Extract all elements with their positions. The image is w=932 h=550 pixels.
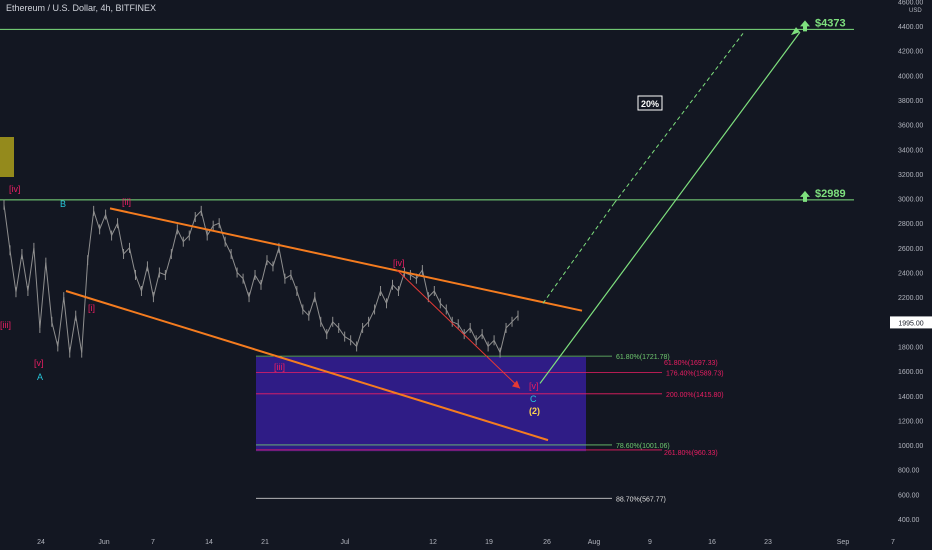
red-arrow-head xyxy=(512,380,520,389)
x-tick-label: Jun xyxy=(98,539,109,546)
y-tick-label: 4000.00 xyxy=(898,73,923,80)
y-tick-label: 1800.00 xyxy=(898,344,923,351)
y-tick-label: 800.00 xyxy=(898,468,920,475)
wave-label: [v] xyxy=(529,381,539,391)
projection-solid xyxy=(539,31,801,384)
x-tick-label: 26 xyxy=(543,539,551,546)
y-unit-label: USD xyxy=(909,8,922,14)
y-tick-label: 2400.00 xyxy=(898,271,923,278)
y-tick-label: 600.00 xyxy=(898,492,920,499)
wave-label: [ii] xyxy=(122,197,131,207)
y-tick-label: 1200.00 xyxy=(898,418,923,425)
wave-label: [iii] xyxy=(274,362,285,372)
y-tick-label: 3800.00 xyxy=(898,98,923,105)
x-tick-label: Aug xyxy=(588,539,601,546)
wave-label: (2) xyxy=(529,406,540,416)
x-tick-label: Sep xyxy=(837,539,850,546)
target-label: $2989 xyxy=(815,188,846,200)
channel-upper xyxy=(109,207,583,312)
y-tick-label: 3000.00 xyxy=(898,197,923,204)
wave-label: [i] xyxy=(88,303,95,313)
fib-label: 176.40%(1589.73) xyxy=(666,370,724,377)
y-tick-label: 2200.00 xyxy=(898,295,923,302)
target-up-icon xyxy=(800,20,810,32)
y-tick-label: 2600.00 xyxy=(898,246,923,253)
y-tick-label: 1400.00 xyxy=(898,394,923,401)
red-projection-line xyxy=(396,269,521,389)
y-tick-label: 4400.00 xyxy=(898,24,923,31)
y-tick-label: 4200.00 xyxy=(898,49,923,56)
x-tick-label: 7 xyxy=(151,539,155,546)
y-tick-label: 1600.00 xyxy=(898,369,923,376)
wave-label: [v] xyxy=(34,358,44,368)
x-tick-label: Jul xyxy=(341,539,350,546)
x-tick-label: 14 xyxy=(205,539,213,546)
x-tick-label: 7 xyxy=(891,539,895,546)
x-tick-label: 16 xyxy=(708,539,716,546)
last-price-value: 1995.00 xyxy=(898,320,923,327)
wave-label: B xyxy=(60,199,66,209)
projection-dashed-1 xyxy=(542,203,615,304)
y-tick-label: 400.00 xyxy=(898,517,920,524)
x-tick-label: 9 xyxy=(648,539,652,546)
wave-label: [iv] xyxy=(9,184,21,194)
wave-label: C xyxy=(530,394,537,404)
y-tick-label: 3600.00 xyxy=(898,123,923,130)
y-tick-label: 4600.00 xyxy=(898,0,923,6)
y-tick-label: 3400.00 xyxy=(898,147,923,154)
fib-label: 78.60%(1001.06) xyxy=(616,443,670,450)
fib-label: 261.80%(960.33) xyxy=(664,450,718,457)
x-tick-label: 21 xyxy=(261,539,269,546)
percent-label: 20% xyxy=(641,99,659,109)
last-price-tag xyxy=(890,316,932,329)
target-label: $4373 xyxy=(815,17,846,29)
projection-solid-head xyxy=(791,27,800,36)
wave-label: [iii] xyxy=(0,320,11,330)
wave-label: A xyxy=(37,372,43,382)
x-tick-label: 24 xyxy=(37,539,45,546)
x-tick-label: 23 xyxy=(764,539,772,546)
chart-title: Ethereum / U.S. Dollar, 4h, BITFINEX xyxy=(6,3,157,13)
y-tick-label: 2800.00 xyxy=(898,221,923,228)
percent-box xyxy=(637,95,663,111)
target-up-icon xyxy=(800,190,810,202)
y-tick-label: 1000.00 xyxy=(898,443,923,450)
channel-lower xyxy=(65,290,549,442)
highlight-box xyxy=(0,137,14,177)
fib-label: 61.80%(1697.33) xyxy=(664,360,718,367)
fib-label: 200.00%(1415.80) xyxy=(666,392,724,399)
price-series xyxy=(3,204,519,355)
fib-label: 61.80%(1721.78) xyxy=(616,354,670,361)
x-tick-label: 12 xyxy=(429,539,437,546)
fib-label: 88.70%(567.77) xyxy=(616,496,666,503)
x-tick-label: 19 xyxy=(485,539,493,546)
projection-dashed-2 xyxy=(613,33,744,204)
wave-label: [iv] xyxy=(393,258,405,268)
y-tick-label: 3200.00 xyxy=(898,172,923,179)
